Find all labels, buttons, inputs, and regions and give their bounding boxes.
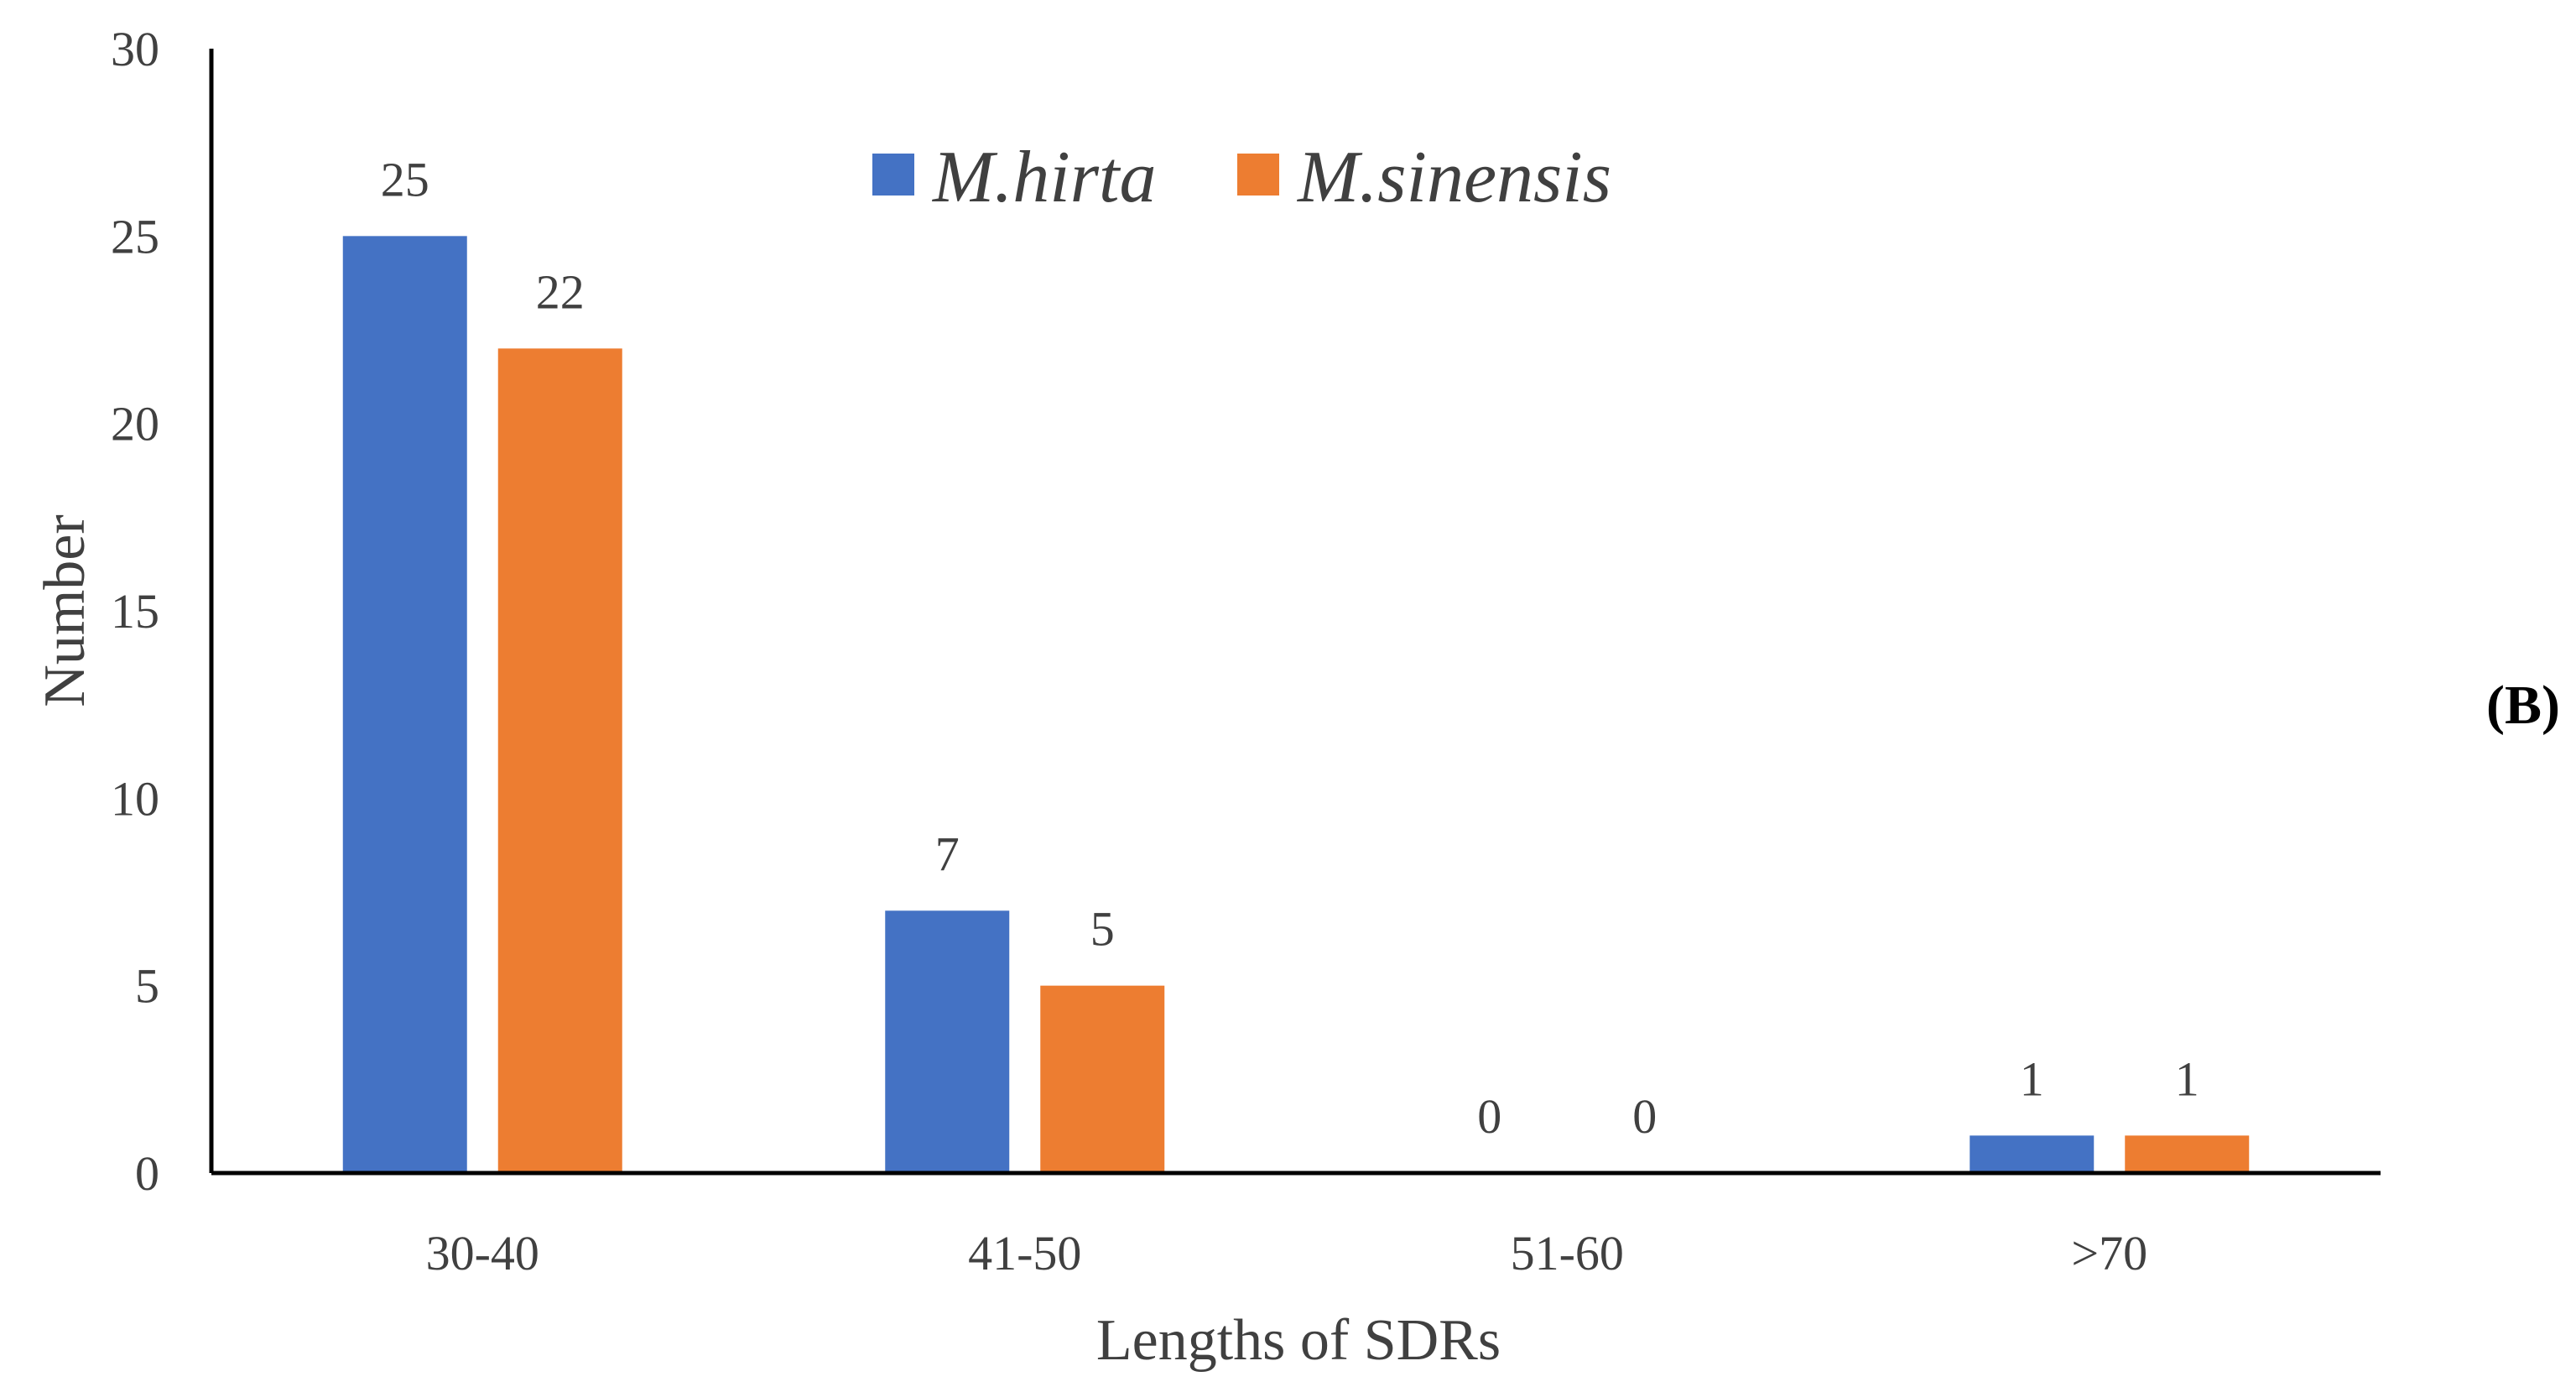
x-tick-label: >70 [2071,1226,2147,1280]
data-label: 25 [381,152,429,206]
legend-label: M.hirta [931,137,1156,218]
legend-label: M.sinensis [1296,137,1611,218]
bar [342,236,467,1173]
y-axis-ticks: 0 5 10 15 20 25 30 [111,22,159,1201]
bar [497,348,622,1173]
bar [1040,985,1165,1173]
y-tick-label: 0 [135,1146,159,1201]
data-label: 1 [2175,1051,2199,1106]
bar [885,910,1010,1173]
data-labels: 25 22 7 5 0 0 1 1 [381,152,2199,1144]
y-tick-label: 20 [111,397,159,451]
data-label: 0 [1632,1089,1657,1144]
x-axis-ticks: 30-40 41-50 51-60 >70 [426,1226,2148,1280]
x-tick-label: 41-50 [968,1226,1081,1280]
bar [1970,1135,2095,1173]
legend-swatch [872,154,914,196]
y-tick-label: 5 [135,959,159,1014]
y-tick-label: 10 [111,771,159,826]
data-label: 0 [1477,1089,1501,1144]
data-label: 5 [1090,902,1115,957]
data-label: 1 [2020,1051,2044,1106]
bars [342,236,2250,1173]
data-label: 22 [536,264,585,319]
legend: M.hirta M.sinensis [872,137,1611,218]
y-tick-label: 30 [111,22,159,76]
x-tick-label: 51-60 [1511,1226,1624,1280]
y-tick-label: 15 [111,584,159,639]
y-tick-label: 25 [111,209,159,263]
panel-label: (B) [2486,675,2560,736]
data-label: 7 [935,826,960,881]
x-axis-title: Lengths of SDRs [1096,1308,1501,1373]
x-tick-label: 30-40 [426,1226,539,1280]
legend-swatch [1237,154,1279,196]
bar [2125,1135,2250,1173]
y-axis-title: Number [33,514,97,707]
